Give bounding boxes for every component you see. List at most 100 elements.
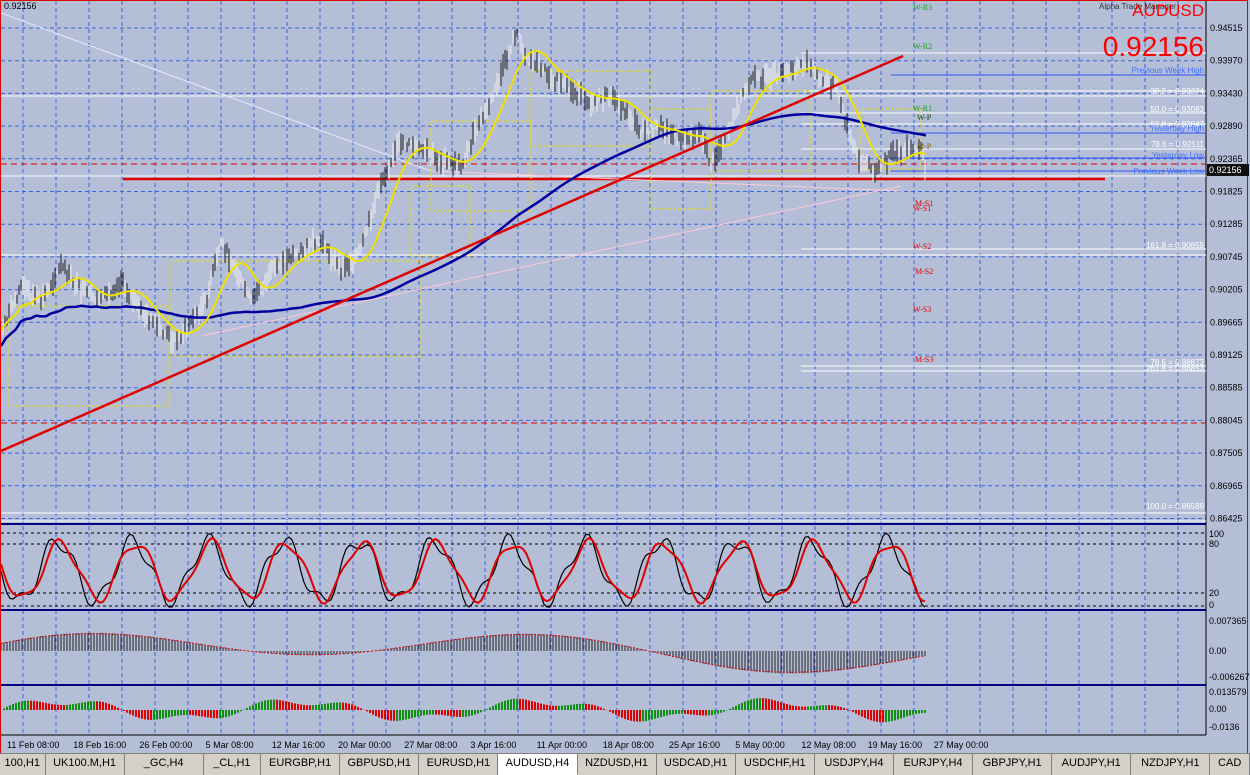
fib-label-50: 50.0 = 0.93083 [1150,105,1204,114]
horizontal-levels [1,12,1206,522]
osc1-axis: 0.007365 0.00 -0.006267 [1209,616,1249,682]
price-tick: 0.91825 [1210,187,1243,197]
fib-label-61-8: 61.8 = 0.92847 [1150,120,1204,129]
tab--gc-h4[interactable]: _GC,H4 [125,754,204,775]
ma-fast-line [1,49,927,335]
pivot-w-s2: W-S2 [913,242,931,251]
pivot-w-r2: W-R2 [913,42,932,51]
price-axis: 0.94515 0.93970 0.93430 0.92890 0.92365 0.918… [1210,23,1243,524]
osc2-axis: 0.013579 0.00 -0.0136 [1209,687,1247,732]
price-tick: 0.90745 [1210,252,1243,262]
chart-area[interactable]: W-R3 W-R2 W-R1 W-P M-P M-S1 W-S1 W-S2 M-… [1,1,1249,753]
time-tick: 25 Apr 16:00 [669,740,720,750]
tab-nzdusd-h1[interactable]: NZDUSD,H1 [578,754,657,775]
time-tick: 5 Mar 08:00 [206,740,254,750]
time-tick: 3 Apr 16:00 [470,740,516,750]
time-tick: 11 Feb 08:00 [7,740,59,750]
time-tick: 5 May 00:00 [735,740,785,750]
stoch-axis: 100 80 20 0 [1209,529,1224,610]
price-tick: 0.86425 [1210,514,1243,524]
price-tick: 0.87505 [1210,448,1243,458]
tab-eurjpy-h4[interactable]: EURJPY,H4 [894,754,974,775]
oscillator-signal-line [1,633,926,673]
symbol-tab-bar: 100,H1 UK100.M,H1 _GC,H4 _CL,H1 EURGBP,H1 GBP… [0,753,1250,775]
stoch-tick-0: 0 [1209,600,1214,610]
label-yesterday-high: Yesterday High [1150,124,1204,133]
tab-uk100-m-h1[interactable]: UK100.M,H1 [46,754,125,775]
tab-gbpjpy-h1[interactable]: GBPJPY,H1 [973,754,1053,775]
bid-price-display: 0.92156 [1103,31,1204,62]
price-tick: 0.93430 [1210,88,1243,98]
fib-labels: 38.2 = 0.93374 50.0 = 0.93083 61.8 = 0.9… [1146,87,1205,511]
tab-nzdjpy-h1[interactable]: NZDJPY,H1 [1131,754,1211,775]
time-tick: 11 Apr 00:00 [537,740,587,750]
pivot-w-s1: W-S1 [913,204,931,213]
time-tick: 12 May 08:00 [801,740,856,750]
pivot-w-r1: W-R1 [913,104,932,113]
osc2-tick-max: 0.013579 [1209,687,1247,697]
time-tick: 27 May 00:00 [934,740,989,750]
corner-price: 0.92156 [4,1,37,11]
current-price-tag-bg [1207,164,1249,176]
ma-slow-line [1,112,927,347]
pivot-w-r3: W-R3 [913,3,932,12]
price-tick: 0.90205 [1210,285,1243,295]
osc2-tick-zero: 0.00 [1209,704,1227,714]
stochastic-signal-line [1,537,926,605]
time-tick: 18 Feb 16:00 [73,740,126,750]
oscillator-histogram [1,632,926,674]
pivot-m-s2: M-S2 [915,267,933,276]
fib-label-261-8: 261.8 = 0.88853 [1146,364,1205,373]
price-tick: 0.86965 [1210,481,1243,491]
fib-label-161-8: 161.8 = 0.90859 [1146,241,1205,250]
price-tick: 0.94515 [1210,23,1243,33]
tab-audjpy-h1[interactable]: AUDJPY,H1 [1052,754,1132,775]
price-tick: 0.92890 [1210,121,1243,131]
time-tick: 12 Mar 16:00 [272,740,325,750]
ea-label: Alpha Trade Manager [1099,2,1176,11]
pivot-m-p: M-P [917,142,932,151]
price-tick: 0.91285 [1210,219,1243,229]
fib-label-100: 100.0 = 0.86589 [1146,502,1205,511]
tab-eurgbp-h1[interactable]: EURGBP,H1 [261,754,341,775]
current-price-tag: 0.92156 [1209,165,1242,175]
pivot-w-p: W-P [917,113,932,122]
time-tick: 18 Apr 08:00 [603,740,654,750]
range-boxes [8,70,922,407]
stoch-tick-20: 20 [1209,588,1219,598]
price-bars [2,28,926,354]
label-prev-week-high: Previous Week High [1132,66,1204,75]
pivot-labels: W-R3 W-R2 W-R1 W-P M-P M-S1 W-S1 W-S2 M-… [913,3,933,364]
stochastic-levels [1,532,1206,607]
stoch-tick-80: 80 [1209,539,1219,549]
tab-usdjpy-h4[interactable]: USDJPY,H4 [815,754,894,775]
osc1-tick-max: 0.007365 [1209,616,1247,626]
tab-eurusd-h1[interactable]: EURUSD,H1 [419,754,499,775]
tab-audusd-h4[interactable]: AUDUSD,H4 [498,754,578,775]
time-tick: 20 Mar 00:00 [338,740,391,750]
osc1-tick-zero: 0.00 [1209,646,1227,656]
time-tick: 19 May 16:00 [868,740,923,750]
pivot-w-s3: W-S3 [913,305,931,314]
tab-cad[interactable]: CAD [1210,754,1250,775]
price-tick: 0.88045 [1210,415,1243,425]
stoch-tick-100: 100 [1209,529,1224,539]
symbol-title: AUDUSD [1132,1,1204,20]
fib-label-78-6: 78.6 = 0.92511 [1151,140,1205,149]
level-labels: Previous Week High Yesterday High Yester… [1132,66,1205,176]
price-tick: 0.93970 [1210,56,1243,66]
tab-gbpusd-h1[interactable]: GBPUSD,H1 [340,754,420,775]
price-tick: 0.92365 [1210,154,1243,164]
label-prev-week-low: Previous Week Low [1133,167,1204,176]
fib-label-78-6-lower: 78.6 = 0.88873 [1150,358,1204,367]
pivot-m-s3: M-S3 [915,355,933,364]
price-tick: 0.88585 [1210,383,1243,393]
tab-100-h1[interactable]: 100,H1 [0,754,46,775]
tab-usdchf-h1[interactable]: USDCHF,H1 [736,754,815,775]
tab-usdcad-h1[interactable]: USDCAD,H1 [657,754,736,775]
colored-histogram [3,698,926,723]
tab--cl-h1[interactable]: _CL,H1 [204,754,262,775]
time-axis: 11 Feb 08:00 18 Feb 16:00 26 Feb 00:00 5 Ma… [7,740,988,750]
trend-line[interactable] [1,54,904,453]
time-tick: 27 Mar 08:00 [404,740,457,750]
